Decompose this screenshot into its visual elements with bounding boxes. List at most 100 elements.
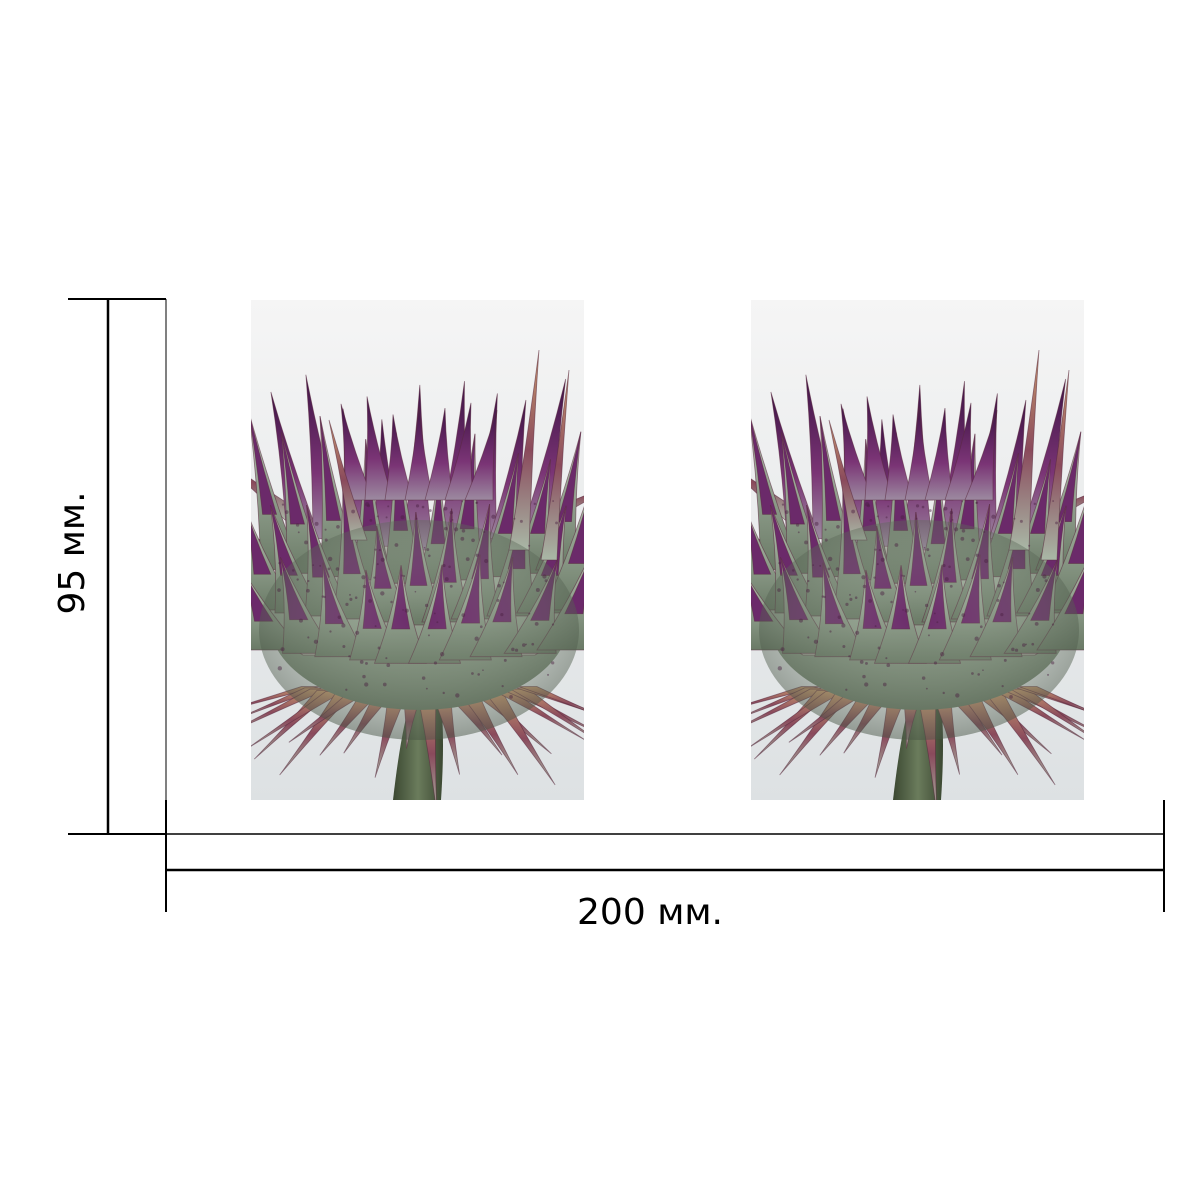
speckle — [961, 613, 966, 617]
speckle — [849, 597, 853, 601]
speckle — [997, 583, 1001, 588]
speckle — [977, 673, 980, 676]
speckle — [460, 536, 465, 541]
speckle — [865, 661, 868, 665]
speckle — [503, 658, 507, 662]
speckle — [928, 634, 930, 637]
speckle — [443, 506, 448, 511]
bract-tip — [319, 416, 341, 521]
speckle — [367, 504, 371, 508]
speckle — [327, 556, 333, 562]
speckle — [984, 559, 989, 564]
speckle — [796, 578, 799, 581]
speckle — [1001, 684, 1004, 688]
speckle — [859, 660, 864, 664]
speckle — [307, 579, 310, 583]
speckle — [475, 501, 478, 504]
speckle — [454, 527, 459, 532]
width-label: 200 мм. — [577, 892, 723, 933]
speckle — [496, 599, 500, 602]
speckle — [444, 526, 448, 531]
speckle — [903, 575, 906, 577]
speckle — [433, 612, 436, 615]
speckle — [364, 682, 369, 687]
speckle — [848, 655, 851, 658]
speckle — [351, 509, 356, 514]
bract-tip — [556, 431, 582, 522]
speckle — [402, 609, 404, 611]
speckle — [777, 588, 781, 592]
bract-tip — [251, 523, 272, 575]
speckle — [502, 581, 505, 584]
speckle — [925, 687, 928, 690]
speckle — [421, 505, 425, 509]
speckle — [971, 672, 974, 675]
speckle — [528, 612, 531, 615]
speckle — [915, 504, 920, 508]
speckle — [546, 673, 550, 676]
speckle — [425, 687, 428, 690]
speckle — [442, 564, 446, 568]
speckle — [1035, 587, 1040, 592]
speckle — [1033, 502, 1037, 506]
speckle — [795, 523, 800, 527]
speckle — [1022, 643, 1026, 647]
speckle — [449, 584, 453, 588]
speckle — [324, 528, 327, 531]
speckle — [829, 630, 832, 633]
speckle — [1028, 612, 1031, 615]
speckle — [862, 584, 867, 589]
speckle — [385, 657, 388, 660]
speckle — [864, 682, 869, 687]
speckle — [933, 612, 936, 615]
speckle — [531, 642, 535, 646]
speckle — [874, 548, 877, 551]
speckle — [421, 676, 426, 680]
speckle — [928, 509, 932, 512]
speckle — [390, 600, 393, 604]
speckle — [991, 514, 996, 519]
bract-tip — [781, 432, 806, 525]
speckle — [902, 609, 904, 611]
speckle — [949, 510, 954, 515]
speckle — [961, 529, 966, 533]
speckle — [342, 644, 346, 648]
speckle — [894, 543, 899, 547]
speckle — [297, 531, 300, 534]
speckle — [500, 612, 504, 617]
speckle — [886, 663, 891, 668]
speckle — [281, 503, 285, 506]
speckle — [327, 567, 331, 571]
speckle — [921, 676, 926, 680]
width-dimension — [165, 800, 1165, 912]
speckle — [544, 579, 548, 583]
speckle — [943, 506, 948, 511]
speckle — [471, 538, 475, 543]
speckle — [880, 591, 885, 596]
bract-scale — [543, 505, 584, 611]
speckle — [442, 691, 445, 695]
lower-bract-spine — [509, 688, 584, 734]
speckle — [280, 647, 285, 652]
speckle — [944, 577, 949, 582]
speckle — [324, 538, 328, 542]
speckle — [337, 615, 342, 620]
speckle — [376, 515, 379, 518]
speckle — [534, 621, 539, 626]
speckle — [842, 644, 846, 648]
speckle — [814, 521, 819, 526]
speckle — [335, 567, 340, 571]
speckle — [291, 569, 295, 572]
speckle — [414, 590, 417, 593]
speckle — [951, 518, 954, 521]
speckle — [979, 625, 983, 629]
speckle — [345, 602, 349, 606]
bract-tip — [751, 523, 772, 575]
speckle — [1051, 623, 1055, 626]
speckle — [915, 517, 918, 520]
speckle — [862, 674, 866, 679]
speckle — [885, 516, 888, 519]
speckle — [415, 504, 420, 508]
speckle — [426, 548, 430, 552]
speckle — [355, 630, 360, 635]
